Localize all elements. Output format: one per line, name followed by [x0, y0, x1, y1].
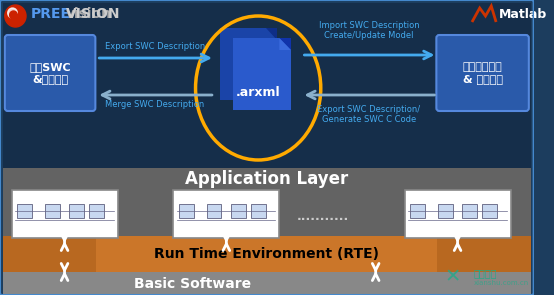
Bar — [231, 204, 246, 218]
FancyBboxPatch shape — [437, 35, 529, 111]
Text: VISION: VISION — [65, 7, 120, 21]
Bar — [69, 204, 84, 218]
Bar — [482, 204, 497, 218]
Bar — [411, 204, 425, 218]
Bar — [3, 168, 531, 236]
Bar — [89, 204, 104, 218]
Text: PREE: PREE — [31, 7, 71, 21]
Text: Basic Software: Basic Software — [134, 276, 251, 291]
Text: ✕: ✕ — [444, 268, 461, 286]
Text: 线束未来: 线束未来 — [474, 268, 497, 278]
Text: 定义SWC
&内部行为: 定义SWC &内部行为 — [29, 62, 71, 84]
Bar — [207, 204, 222, 218]
Bar — [3, 3, 531, 168]
Bar — [404, 190, 511, 238]
FancyBboxPatch shape — [5, 35, 95, 111]
Circle shape — [9, 11, 17, 19]
Bar — [179, 204, 194, 218]
Text: Run Time Environment (RTE): Run Time Environment (RTE) — [155, 247, 379, 261]
Circle shape — [8, 8, 17, 18]
Text: ...........: ........... — [296, 209, 349, 222]
Bar — [12, 190, 117, 238]
Bar — [219, 28, 278, 100]
Bar — [463, 204, 477, 218]
Bar — [45, 204, 60, 218]
Text: xianshu.com.cn: xianshu.com.cn — [474, 280, 529, 286]
Text: Application Layer: Application Layer — [185, 170, 348, 188]
Bar — [3, 236, 531, 272]
Bar — [438, 204, 453, 218]
Text: vision: vision — [65, 7, 111, 21]
Text: Import SWC Description
Create/Update Model: Import SWC Description Create/Update Mod… — [319, 21, 419, 40]
Bar — [3, 272, 531, 295]
Bar — [251, 204, 266, 218]
Text: Merge SWC Description: Merge SWC Description — [105, 100, 205, 109]
Polygon shape — [279, 38, 291, 50]
Polygon shape — [279, 38, 291, 50]
Bar — [96, 236, 437, 272]
Text: Matlab: Matlab — [499, 7, 547, 20]
Text: 内部行为建模
& 代码生成: 内部行为建模 & 代码生成 — [463, 62, 502, 84]
Circle shape — [5, 5, 26, 27]
Bar — [17, 204, 32, 218]
Text: Export SWC Description: Export SWC Description — [105, 42, 205, 51]
Text: .arxml: .arxml — [236, 86, 280, 99]
Polygon shape — [266, 28, 278, 40]
Text: Export SWC Description/
Generate SWC C Code: Export SWC Description/ Generate SWC C C… — [317, 105, 420, 124]
Bar — [233, 38, 291, 110]
Bar — [173, 190, 279, 238]
